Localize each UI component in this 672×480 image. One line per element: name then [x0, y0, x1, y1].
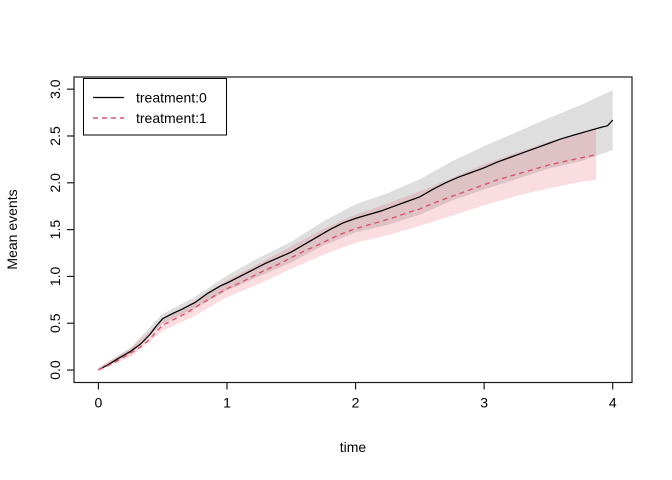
y-tick-label: 2.5 — [47, 126, 63, 146]
y-tick-label: 0.0 — [47, 360, 63, 380]
series-lines — [98, 119, 614, 371]
confidence-band-treatment-0 — [98, 90, 613, 370]
y-tick-label: 0.5 — [47, 313, 63, 333]
x-axis-title: time — [340, 439, 367, 455]
x-tick-label: 2 — [352, 395, 360, 411]
y-tick-label: 1.0 — [47, 266, 63, 286]
legend-box — [83, 78, 227, 136]
confidence-band-treatment-1 — [98, 129, 597, 370]
x-tick-label: 3 — [480, 395, 488, 411]
series-line-treatment-0 — [98, 119, 614, 371]
y-tick-label: 3.0 — [47, 79, 63, 99]
y-axis-title: Mean events — [4, 189, 20, 269]
legend: treatment:0 treatment:1 — [83, 78, 227, 136]
y-axis: 0.0 0.5 1.0 1.5 2.0 2.5 3.0 — [47, 79, 74, 380]
x-axis: 0 1 2 3 4 — [95, 382, 617, 411]
x-tick-label: 4 — [609, 395, 617, 411]
x-tick-label: 1 — [223, 395, 231, 411]
y-tick-label: 2.0 — [47, 173, 63, 193]
legend-label-treatment-1: treatment:1 — [136, 110, 207, 126]
legend-label-treatment-0: treatment:0 — [136, 90, 207, 106]
series-line-treatment-1 — [98, 154, 597, 371]
y-tick-label: 1.5 — [47, 220, 63, 240]
x-tick-label: 0 — [95, 395, 103, 411]
